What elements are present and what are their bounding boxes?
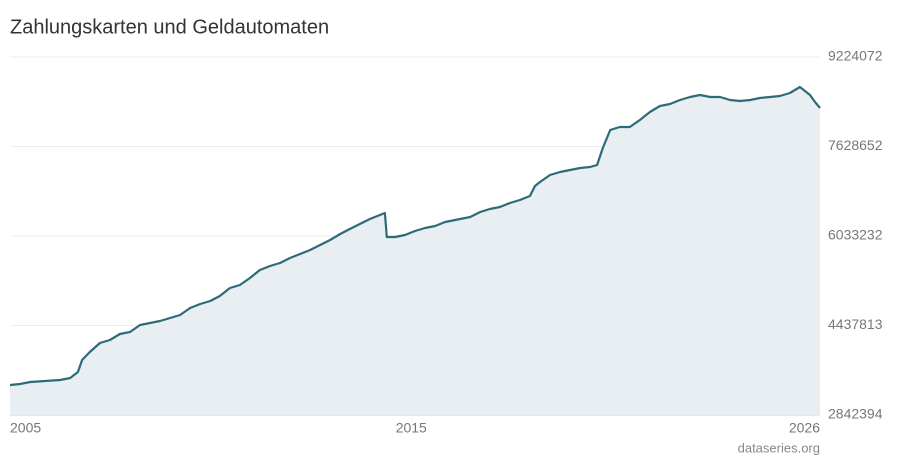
y-tick-label: 6033232 [828,227,883,243]
chart-title: Zahlungskarten und Geldautomaten [10,16,329,38]
x-tick-label: 2026 [789,420,820,436]
x-tick-label: 2015 [396,420,427,436]
x-tick-label: 2005 [10,420,41,436]
source: dataseries.org [738,440,820,455]
y-tick-label: 2842394 [828,406,883,422]
y-tick-label: 9224072 [828,48,883,64]
y-tick-label: 7628652 [828,137,883,153]
line [9,85,821,387]
y-tick-label: 4437813 [828,316,883,332]
area-fill [10,87,820,415]
